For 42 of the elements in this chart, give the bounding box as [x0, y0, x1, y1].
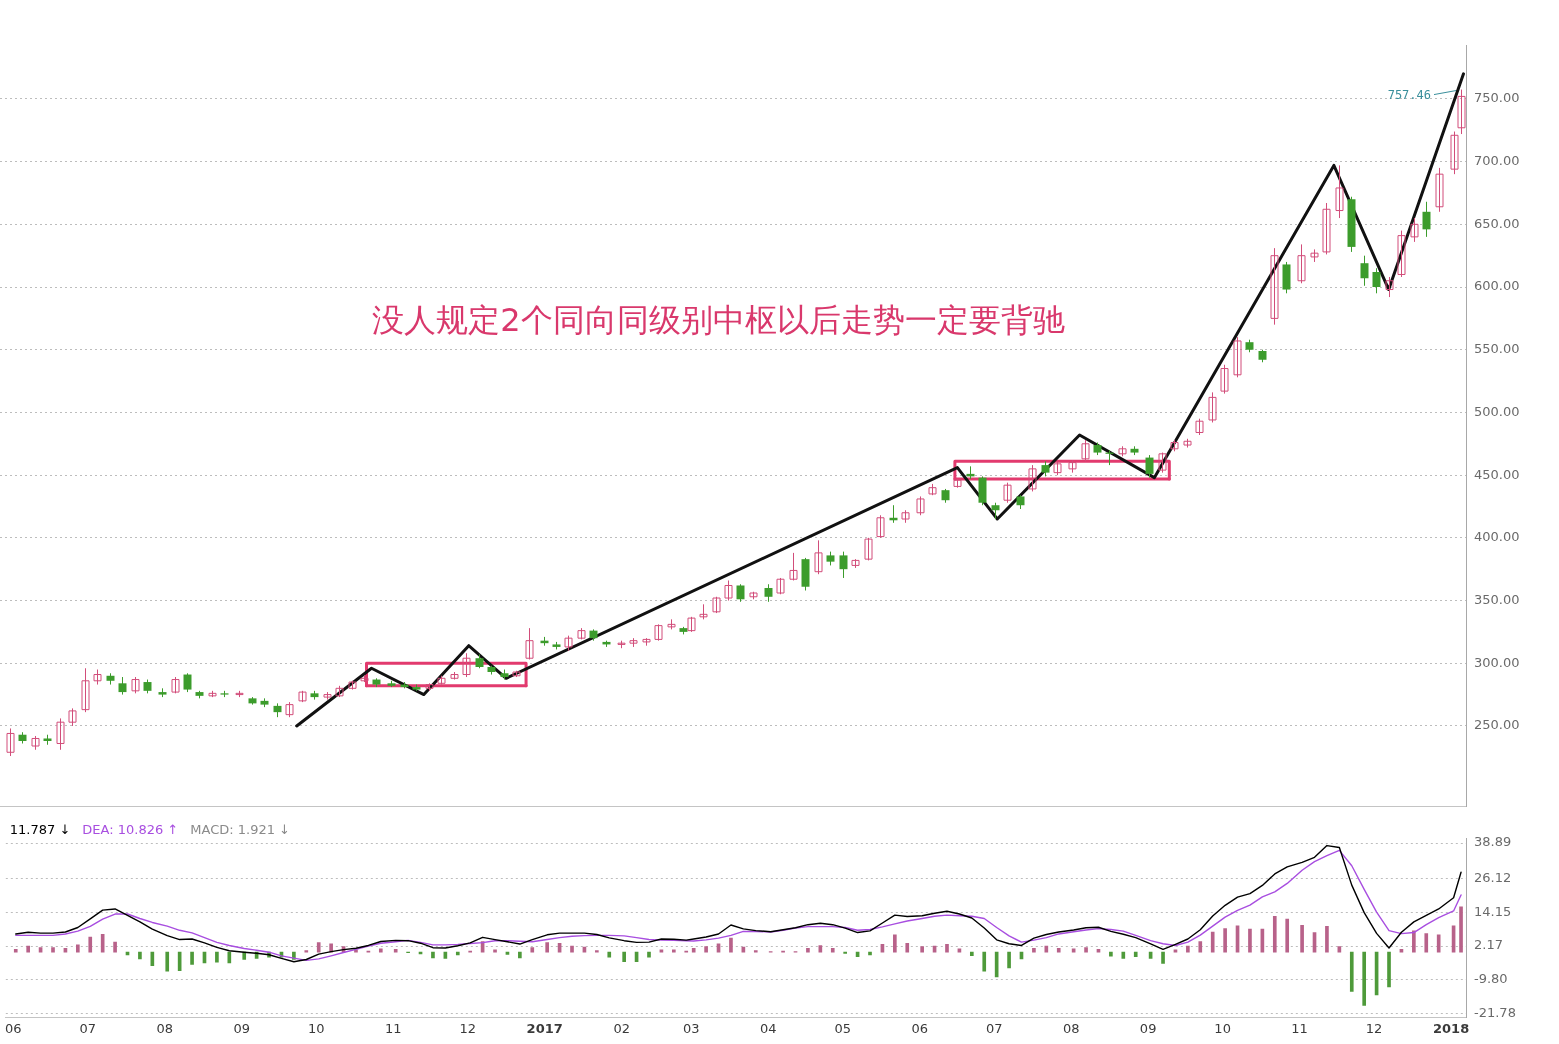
annotation: 757.46	[1387, 87, 1432, 102]
x-tick-label: 11	[384, 1021, 402, 1037]
x-tick-label: 07	[985, 1021, 1003, 1037]
x-tick-label: 11	[1291, 1021, 1308, 1037]
x-tick-label: 03	[682, 1021, 700, 1037]
y-tick-label: 350.00	[1474, 591, 1520, 607]
text: MACD: 1.921 ↓	[190, 822, 290, 838]
x-tick-label: 10	[1214, 1021, 1231, 1037]
y-tick-label: 600.00	[1474, 278, 1520, 294]
x-tick-label: 10	[307, 1021, 325, 1037]
y-tick-label: 750.00	[1474, 90, 1520, 106]
x-tick-label: 2018	[1433, 1021, 1470, 1037]
x-tick-label: 12	[1365, 1021, 1383, 1037]
y-tick-label: 700.00	[1474, 153, 1520, 168]
y-tick-label: 38.89	[1474, 834, 1512, 850]
x-tick-label: 2017	[526, 1021, 563, 1037]
y-tick-label: 250.00	[1474, 717, 1520, 733]
y-tick-label: 450.00	[1474, 466, 1520, 482]
y-tick-label: 500.00	[1474, 403, 1520, 419]
y-tick-label: 650.00	[1474, 215, 1520, 231]
y-tick-label: 400.00	[1474, 529, 1520, 545]
y-tick-label: 550.00	[1474, 341, 1520, 357]
y-tick-label: 300.00	[1474, 654, 1520, 670]
annotation: 没人规定2个同向同级别中枢以后走势一定要背驰	[372, 301, 1065, 340]
x-tick-label: 02	[613, 1021, 630, 1037]
x-tick-label: 08	[156, 1021, 174, 1037]
x-tick-label: 04	[759, 1021, 777, 1037]
x-tick-label: 12	[459, 1021, 476, 1037]
x-tick-label: 05	[834, 1021, 851, 1037]
y-tick-label: -21.78	[1474, 1004, 1516, 1020]
y-tick-label: 2.17	[1474, 937, 1503, 953]
x-tick-label: 06	[5, 1021, 22, 1037]
y-tick-label: 26.12	[1474, 870, 1512, 886]
text: DEA: 10.826 ↑	[82, 822, 179, 838]
y-tick-label: -9.80	[1474, 971, 1508, 987]
text: 11.787 ↓	[9, 822, 71, 838]
y-tick-label: 14.15	[1474, 903, 1512, 919]
x-tick-label: 08	[1062, 1021, 1080, 1037]
x-tick-label: 07	[79, 1021, 97, 1037]
x-tick-label: 09	[233, 1021, 251, 1037]
x-tick-label: 06	[911, 1021, 928, 1037]
x-tick-label: 09	[1139, 1021, 1157, 1037]
